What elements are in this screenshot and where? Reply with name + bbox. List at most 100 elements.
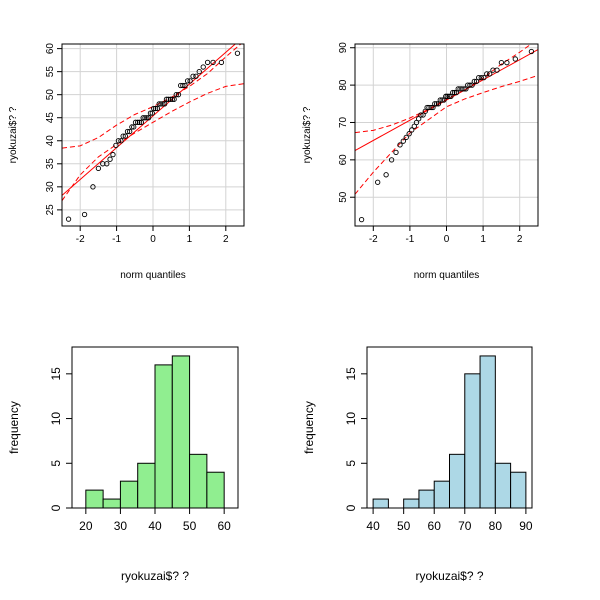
data-point — [403, 134, 409, 141]
data-point — [122, 133, 128, 139]
y-axis-title: frequency — [302, 401, 316, 454]
histogram-bar — [171, 355, 191, 509]
data-point — [110, 151, 116, 158]
y-tick-label: 5 — [344, 460, 358, 467]
data-point — [149, 110, 155, 116]
data-point — [461, 86, 467, 92]
data-point — [151, 105, 157, 112]
data-point — [196, 68, 202, 75]
data-point — [234, 50, 241, 56]
x-tick-label: 50 — [183, 519, 197, 533]
data-point — [65, 216, 72, 222]
y-tick-label: 15 — [49, 367, 63, 381]
y-tick-label: 60 — [338, 154, 349, 166]
y-axis: 25 30 35 40 45 50 55 60 — [45, 43, 62, 216]
data-point — [107, 156, 113, 162]
x-tick-label: 1 — [480, 234, 486, 245]
x-tick-label: -2 — [76, 234, 85, 245]
data-point — [450, 89, 456, 96]
data-point — [180, 82, 186, 89]
data-point — [144, 115, 150, 121]
data-point — [175, 92, 182, 98]
y-tick-label: 55 — [45, 66, 56, 78]
x-tick-label: 2 — [223, 234, 229, 245]
data-point — [154, 105, 161, 112]
data-point — [433, 101, 440, 107]
data-point — [187, 78, 193, 84]
data-point — [416, 116, 422, 122]
y-tick-label: 45 — [45, 112, 56, 124]
chart-panel-4: 40 50 60 70 80 90 0 5 10 15 ryokuzai$? ? frequency — [302, 346, 533, 583]
y-tick-label: 30 — [45, 181, 56, 193]
y-axis: 0 5 10 15 — [49, 367, 72, 511]
histogram-bar — [206, 471, 225, 509]
plot-area — [62, 44, 244, 201]
data-point — [113, 142, 119, 149]
data-point — [104, 161, 110, 167]
data-points — [65, 50, 241, 222]
histogram-bar — [137, 462, 156, 509]
data-point — [138, 119, 145, 125]
y-tick-label: 15 — [344, 367, 358, 381]
y-tick-label: 25 — [45, 204, 56, 216]
y-tick-label: 50 — [45, 89, 56, 101]
data-point — [484, 71, 490, 77]
histogram-bar — [494, 462, 512, 509]
data-point — [190, 73, 196, 79]
histogram-bar — [119, 480, 139, 509]
y-axis-title: frequency — [7, 401, 21, 454]
data-point — [471, 78, 477, 85]
data-point — [127, 128, 133, 135]
data-point — [118, 138, 124, 144]
histogram-bar — [510, 471, 527, 509]
data-point — [393, 149, 399, 156]
data-point — [156, 101, 162, 107]
histogram-bar — [102, 498, 121, 509]
envelope-lower-line — [62, 83, 244, 201]
data-point — [383, 172, 389, 178]
data-point — [409, 127, 415, 133]
data-point — [90, 184, 96, 190]
x-axis-title: ryokuzai$? ? — [415, 569, 483, 583]
envelope-lower-line — [355, 74, 538, 195]
data-point — [358, 216, 365, 223]
histogram-bar — [85, 489, 104, 509]
x-tick-label: 2 — [517, 234, 523, 245]
data-point — [145, 115, 152, 121]
data-point — [131, 124, 137, 130]
y-axis-title: ryokuzai$? ? — [302, 106, 313, 163]
data-point — [210, 59, 216, 66]
y-tick-label: 40 — [45, 135, 56, 147]
histogram-bar — [433, 480, 451, 509]
data-point — [476, 74, 482, 81]
chart-panel-2: -2 -1 0 1 2 50 60 70 80 90 norm quantiles ryokuzai$… — [302, 42, 539, 281]
y-tick-label: 90 — [338, 42, 349, 54]
x-tick-label: 80 — [489, 519, 503, 533]
data-point — [142, 115, 148, 121]
data-point — [200, 64, 206, 70]
grid — [62, 44, 244, 226]
x-tick-label: 70 — [458, 519, 472, 533]
y-tick-label: 10 — [344, 412, 358, 426]
y-axis-title: ryokuzai$? ? — [8, 106, 19, 163]
x-tick-label: 60 — [217, 519, 231, 533]
data-point — [420, 112, 426, 118]
y-tick-label: 0 — [49, 504, 63, 511]
data-point — [473, 78, 480, 85]
data-point — [135, 119, 141, 125]
data-point — [418, 112, 424, 118]
histogram-bars — [85, 355, 225, 509]
data-point — [439, 97, 445, 103]
data-point — [81, 211, 88, 218]
data-point — [411, 123, 417, 129]
data-point — [400, 138, 406, 144]
data-point — [469, 82, 475, 88]
data-point — [161, 101, 168, 107]
x-tick-label: 40 — [148, 519, 162, 533]
data-point — [528, 48, 535, 55]
data-point — [428, 104, 434, 111]
x-axis: 40 50 60 70 80 90 — [366, 508, 533, 533]
